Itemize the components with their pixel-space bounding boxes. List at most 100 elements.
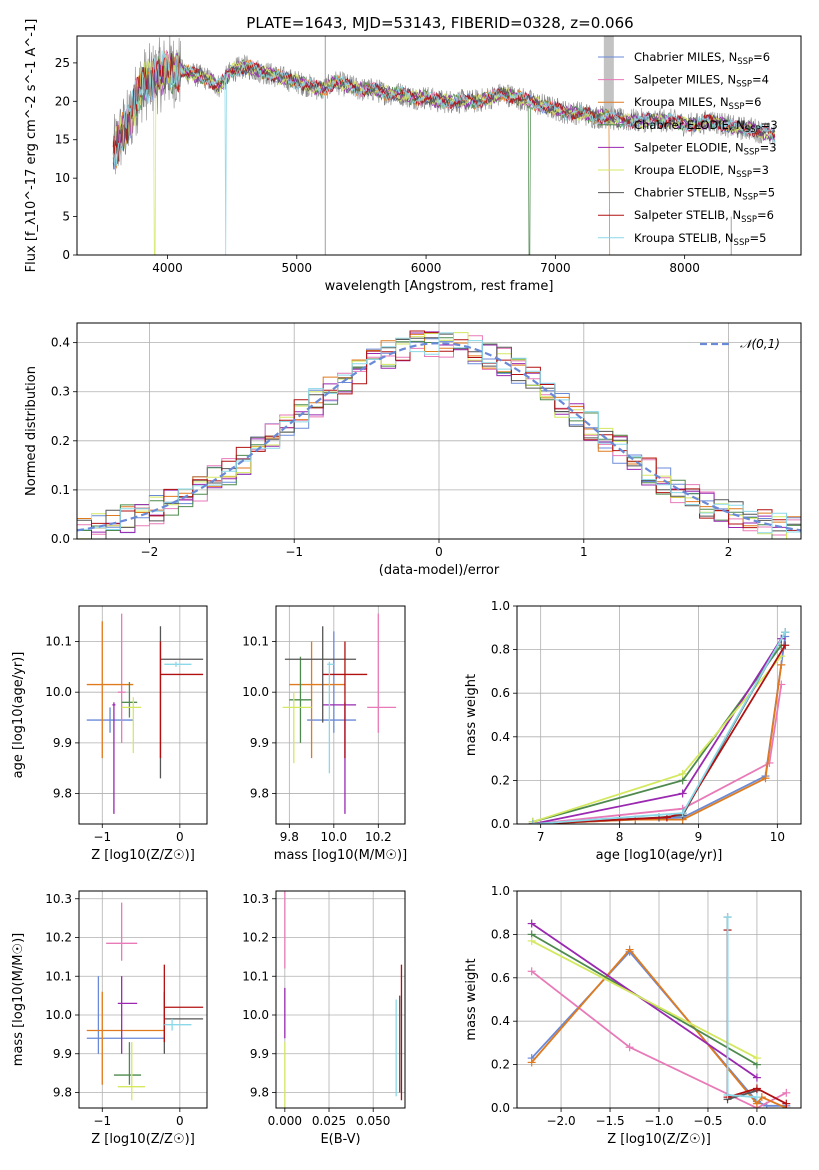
age-vs-Z-xtick-label: 0	[176, 830, 184, 844]
residuals-frame	[76, 322, 802, 540]
mass-vs-Z-frame	[78, 890, 208, 1109]
age-vs-mass-xlabel: mass [log10(M/M☉)]	[274, 848, 407, 863]
age-vs-Z-ytick-label: 9.9	[53, 736, 72, 750]
residuals-xtick-label: 2	[725, 545, 733, 559]
age-vs-Z-ytick-label: 10.1	[45, 634, 72, 648]
mass-weight-vs-Z-ytick-label: 0.2	[491, 1058, 510, 1072]
age-vs-Z-ytick-label: 9.8	[53, 787, 72, 801]
spectrum-frame	[76, 35, 802, 256]
mass-vs-EBV-ytick-label: 10.0	[242, 1008, 269, 1022]
mass-weight-series-line	[531, 970, 787, 1108]
mass-weight-vs-age-ticks: 7 8 9 10 0.0 0.2 0.4 0.6 0.8 1.0	[491, 599, 785, 844]
spectrum-ytick-label: 5	[62, 210, 70, 224]
mass-vs-EBV-gridlines	[276, 891, 405, 1108]
residuals-ytick-label: 0.1	[51, 483, 70, 497]
mass-weight-vs-Z-xtick-label: −1.5	[595, 1114, 624, 1128]
mass-weight-point	[723, 913, 732, 922]
mass-vs-EBV-frame	[275, 890, 406, 1109]
mass-vs-Z-xtick-label: −1	[93, 1114, 111, 1128]
figure-title: PLATE=1643, MJD=53143, FIBERID=0328, z=0…	[246, 14, 633, 32]
spectrum-ytick-label: 0	[62, 248, 70, 262]
mass-weight-point	[527, 967, 536, 976]
mass-vs-Z-ytick-label: 9.8	[53, 1086, 72, 1100]
mass-weight-vs-age-xtick-label: 7	[537, 830, 545, 844]
legend-entry: Chabrier ELODIE, NSSP=3	[634, 118, 778, 135]
residuals-plot-area	[77, 330, 801, 539]
panel-mass-vs-EBV: 0.000 0.025 0.050 9.8 9.9 10.0 10.1 10.2 10.3 E(B…	[242, 890, 406, 1147]
legend-entry: Kroupa ELODIE, NSSP=3	[634, 163, 769, 180]
mass-vs-Z-xlabel: Z [log10(Z/Z☉)]	[91, 1132, 195, 1147]
mass-weight-point	[752, 1084, 761, 1093]
panel-mass-weight-vs-Z: −2.0 −1.5 −1.0 −0.5 0.0 0.0 0.2 0.4 0.6 0.8 1.0 Z […	[464, 884, 802, 1147]
spectrum-ytick-label: 10	[55, 171, 70, 185]
residuals-xtick-label: −2	[141, 545, 159, 559]
mass-vs-EBV-xlabel: E(B-V)	[320, 1132, 360, 1147]
mass-weight-vs-age-frame	[516, 605, 802, 825]
mass-weight-vs-Z-xtick-label: −0.5	[693, 1114, 722, 1128]
mass-weight-point	[782, 1088, 791, 1097]
mass-weight-series-line	[531, 940, 758, 1059]
legend-entry: Kroupa MILES, NSSP=6	[634, 95, 761, 112]
mass-weight-vs-Z-ytick-label: 0.6	[491, 971, 510, 985]
age-vs-Z-frame	[78, 605, 208, 825]
residuals-xtick-label: 1	[580, 545, 588, 559]
spectrum-legend: Chabrier MILES, NSSP=6 Salpeter MILES, NS…	[598, 50, 778, 248]
mass-vs-EBV-xtick-label: 0.000	[268, 1114, 302, 1128]
panel-residuals: −2 −1 0 1 2 0.0 0.1 0.2 0.3 0.4 (data-model)/error…	[24, 322, 802, 578]
mass-weight-point	[777, 660, 786, 669]
age-vs-Z-xtick-label: −1	[93, 830, 111, 844]
residuals-xlabel: (data-model)/error	[379, 563, 500, 578]
mass-vs-EBV-ytick-label: 10.2	[242, 931, 269, 945]
age-vs-Z-ylabel: age [log10(age/yr)]	[11, 652, 26, 779]
legend-entry: Kroupa STELIB, NSSP=5	[634, 231, 766, 248]
mass-vs-Z-gridlines	[79, 891, 207, 1108]
spectrum-xtick-label: 5000	[282, 261, 313, 275]
age-vs-mass-gridlines	[276, 606, 405, 824]
spectrum-ylabel: Flux [f_λ10^-17 erg cm^-2 s^-1 A^-1]	[24, 19, 39, 273]
residuals-ytick-label: 0.0	[51, 532, 70, 546]
residual-histogram	[77, 332, 801, 534]
mass-vs-EBV-ticks: 0.000 0.025 0.050 9.8 9.9 10.0 10.1 10.2 10.3	[242, 892, 390, 1128]
mass-weight-point	[782, 1099, 791, 1108]
mass-vs-Z-ytick-label: 10.3	[45, 892, 72, 906]
mass-vs-Z-xtick-label: 0	[176, 1114, 184, 1128]
mass-weight-vs-Z-gridlines	[517, 890, 801, 1109]
mass-weight-point	[528, 820, 537, 824]
age-vs-mass-xtick-label: 9.8	[280, 830, 299, 844]
age-vs-Z-xlabel: Z [log10(Z/Z☉)]	[91, 848, 195, 863]
mass-weight-vs-Z-xtick-label: 0.0	[747, 1114, 766, 1128]
residuals-ytick-label: 0.3	[51, 385, 70, 399]
model-spectrum-line	[112, 53, 776, 255]
residuals-xtick-label: −1	[285, 545, 303, 559]
mass-weight-vs-age-ylabel: mass weight	[464, 674, 479, 756]
normal-reference-curve	[77, 342, 801, 532]
mass-vs-Z-ticks: −1 0 9.8 9.9 10.0 10.1 10.2 10.3	[45, 892, 183, 1128]
mass-weight-vs-Z-plot-area	[527, 913, 791, 1108]
mass-weight-vs-age-plot-area	[528, 628, 790, 824]
age-vs-Z-plot-area	[86, 613, 204, 814]
mass-vs-EBV-xtick-label: 0.025	[312, 1114, 346, 1128]
age-vs-mass-ytick-label: 10.1	[242, 634, 269, 648]
mass-weight-vs-age-ytick-label: 0.2	[491, 773, 510, 787]
spectrum-xtick-label: 6000	[411, 261, 442, 275]
mass-weight-point	[625, 1043, 634, 1052]
model-spectrum-line	[112, 51, 776, 165]
mass-weight-vs-age-ytick-label: 0.6	[491, 686, 510, 700]
mass-vs-EBV-xtick-label: 0.050	[356, 1114, 390, 1128]
mass-weight-point	[527, 1058, 536, 1067]
spectrum-xtick-label: 7000	[540, 261, 571, 275]
age-vs-mass-ytick-label: 10.0	[242, 685, 269, 699]
mass-weight-vs-age-ytick-label: 0.8	[491, 643, 510, 657]
mass-weight-vs-Z-xtick-label: −1.0	[644, 1114, 673, 1128]
mass-weight-series-line	[532, 684, 783, 824]
mass-vs-Z-ytick-label: 9.9	[53, 1047, 72, 1061]
mass-weight-series-line	[532, 636, 787, 824]
mass-weight-vs-age-gridlines	[517, 605, 801, 825]
mass-weight-point	[781, 628, 790, 637]
mass-weight-vs-age-ytick-label: 0.0	[491, 817, 510, 831]
age-vs-mass-ytick-label: 9.8	[250, 787, 269, 801]
mass-weight-point	[678, 809, 687, 818]
mass-weight-point	[678, 769, 687, 778]
mass-weight-point	[723, 1090, 732, 1099]
